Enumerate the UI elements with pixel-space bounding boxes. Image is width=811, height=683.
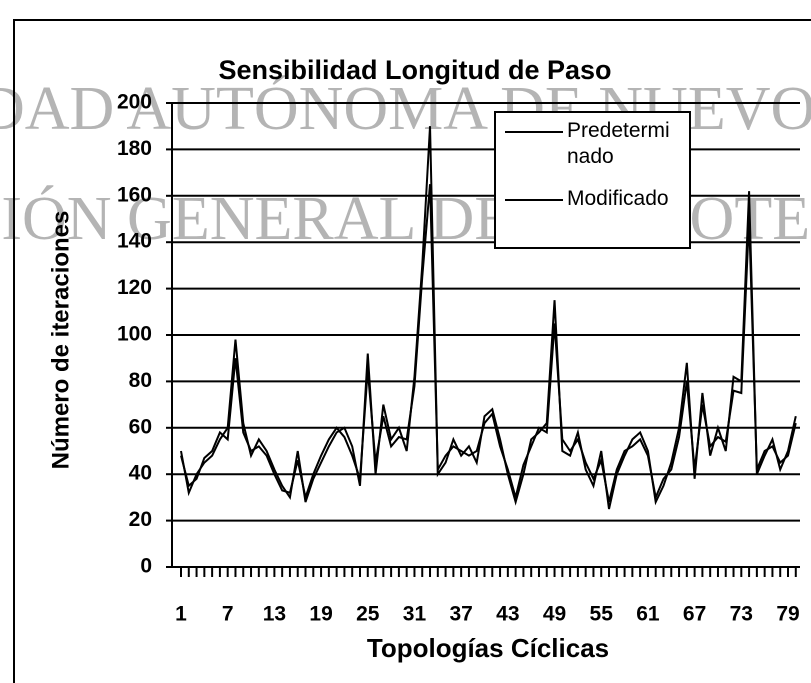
y-tick-label: 100 — [117, 323, 152, 346]
y-tick-label: 20 — [129, 508, 152, 531]
y-tick-label: 160 — [117, 183, 152, 206]
y-tick-label: 40 — [129, 462, 152, 485]
x-tick-label: 37 — [449, 603, 472, 626]
x-axis-title: Topologías Cíclicas — [367, 633, 609, 663]
x-tick-label: 43 — [496, 603, 519, 626]
y-tick-label: 0 — [140, 555, 152, 578]
x-tick-label: 7 — [222, 603, 234, 626]
y-tick-label: 200 — [117, 91, 152, 114]
legend-label: Modificado — [567, 187, 669, 210]
legend-label: Predeterminado — [567, 119, 670, 168]
x-tick-label: 73 — [730, 603, 753, 626]
frame — [13, 19, 811, 683]
legend-entry: Predeterminado — [567, 119, 670, 168]
y-tick-label: 80 — [129, 369, 152, 392]
series-line — [180, 184, 797, 503]
x-tick-label: 1 — [175, 603, 187, 626]
y-tick-label: 60 — [129, 415, 152, 438]
series-line — [180, 126, 797, 510]
x-tick-label: 61 — [636, 603, 660, 626]
y-tick-label: 140 — [117, 230, 152, 253]
x-tick-label: 79 — [776, 603, 799, 626]
chart-title: Sensibilidad Longitud de Paso — [218, 55, 611, 85]
y-tick-label: 180 — [117, 137, 152, 160]
x-tick-label: 55 — [590, 603, 614, 626]
x-tick-label: 13 — [263, 603, 286, 626]
x-tick-label: 31 — [403, 603, 427, 626]
y-tick-label: 120 — [117, 276, 152, 299]
x-tick-label: 25 — [356, 603, 380, 626]
x-tick-label: 49 — [543, 603, 566, 626]
legend-entry: Modificado — [567, 187, 669, 210]
y-axis-title: Número de iteraciones — [47, 211, 74, 470]
x-tick-label: 19 — [309, 603, 332, 626]
x-tick-label: 67 — [683, 603, 706, 626]
legend-box — [494, 111, 691, 249]
